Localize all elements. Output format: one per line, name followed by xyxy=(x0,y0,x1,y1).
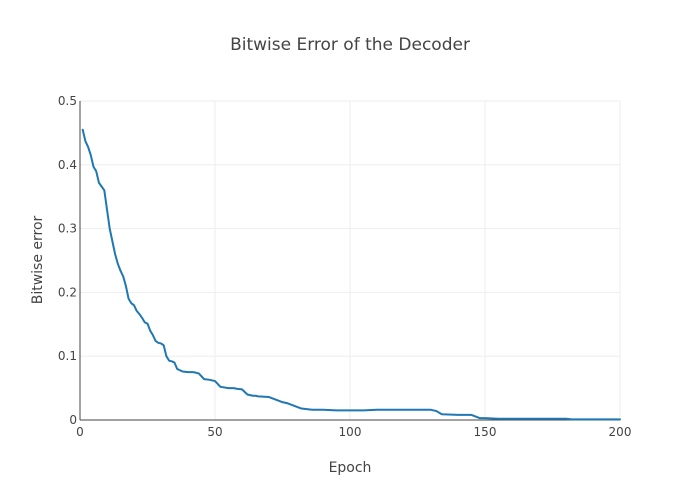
tick-labels: 0 50 100 150 200 0 0.1 0.2 0.3 0.4 0.5 xyxy=(58,94,632,439)
y-tick-label: 0.2 xyxy=(58,285,77,299)
x-tick-label: 200 xyxy=(609,425,632,439)
series-layer xyxy=(81,128,621,421)
x-axis-label: Epoch xyxy=(329,460,372,476)
grid xyxy=(80,100,621,420)
y-tick-label: 0.5 xyxy=(58,94,77,108)
y-tick-label: 0.3 xyxy=(58,222,77,236)
x-tick-label: 0 xyxy=(76,425,84,439)
y-tick-label: 0 xyxy=(69,413,77,427)
axes xyxy=(79,101,620,421)
x-tick-label: 150 xyxy=(474,425,497,439)
y-axis-label: Bitwise error xyxy=(30,215,46,304)
y-tick-label: 0.1 xyxy=(58,349,77,363)
x-tick-label: 50 xyxy=(207,425,222,439)
x-tick-label: 100 xyxy=(339,425,362,439)
y-tick-label: 0.4 xyxy=(58,158,77,172)
chart-title: Bitwise Error of the Decoder xyxy=(230,35,470,55)
series-line xyxy=(81,128,621,421)
